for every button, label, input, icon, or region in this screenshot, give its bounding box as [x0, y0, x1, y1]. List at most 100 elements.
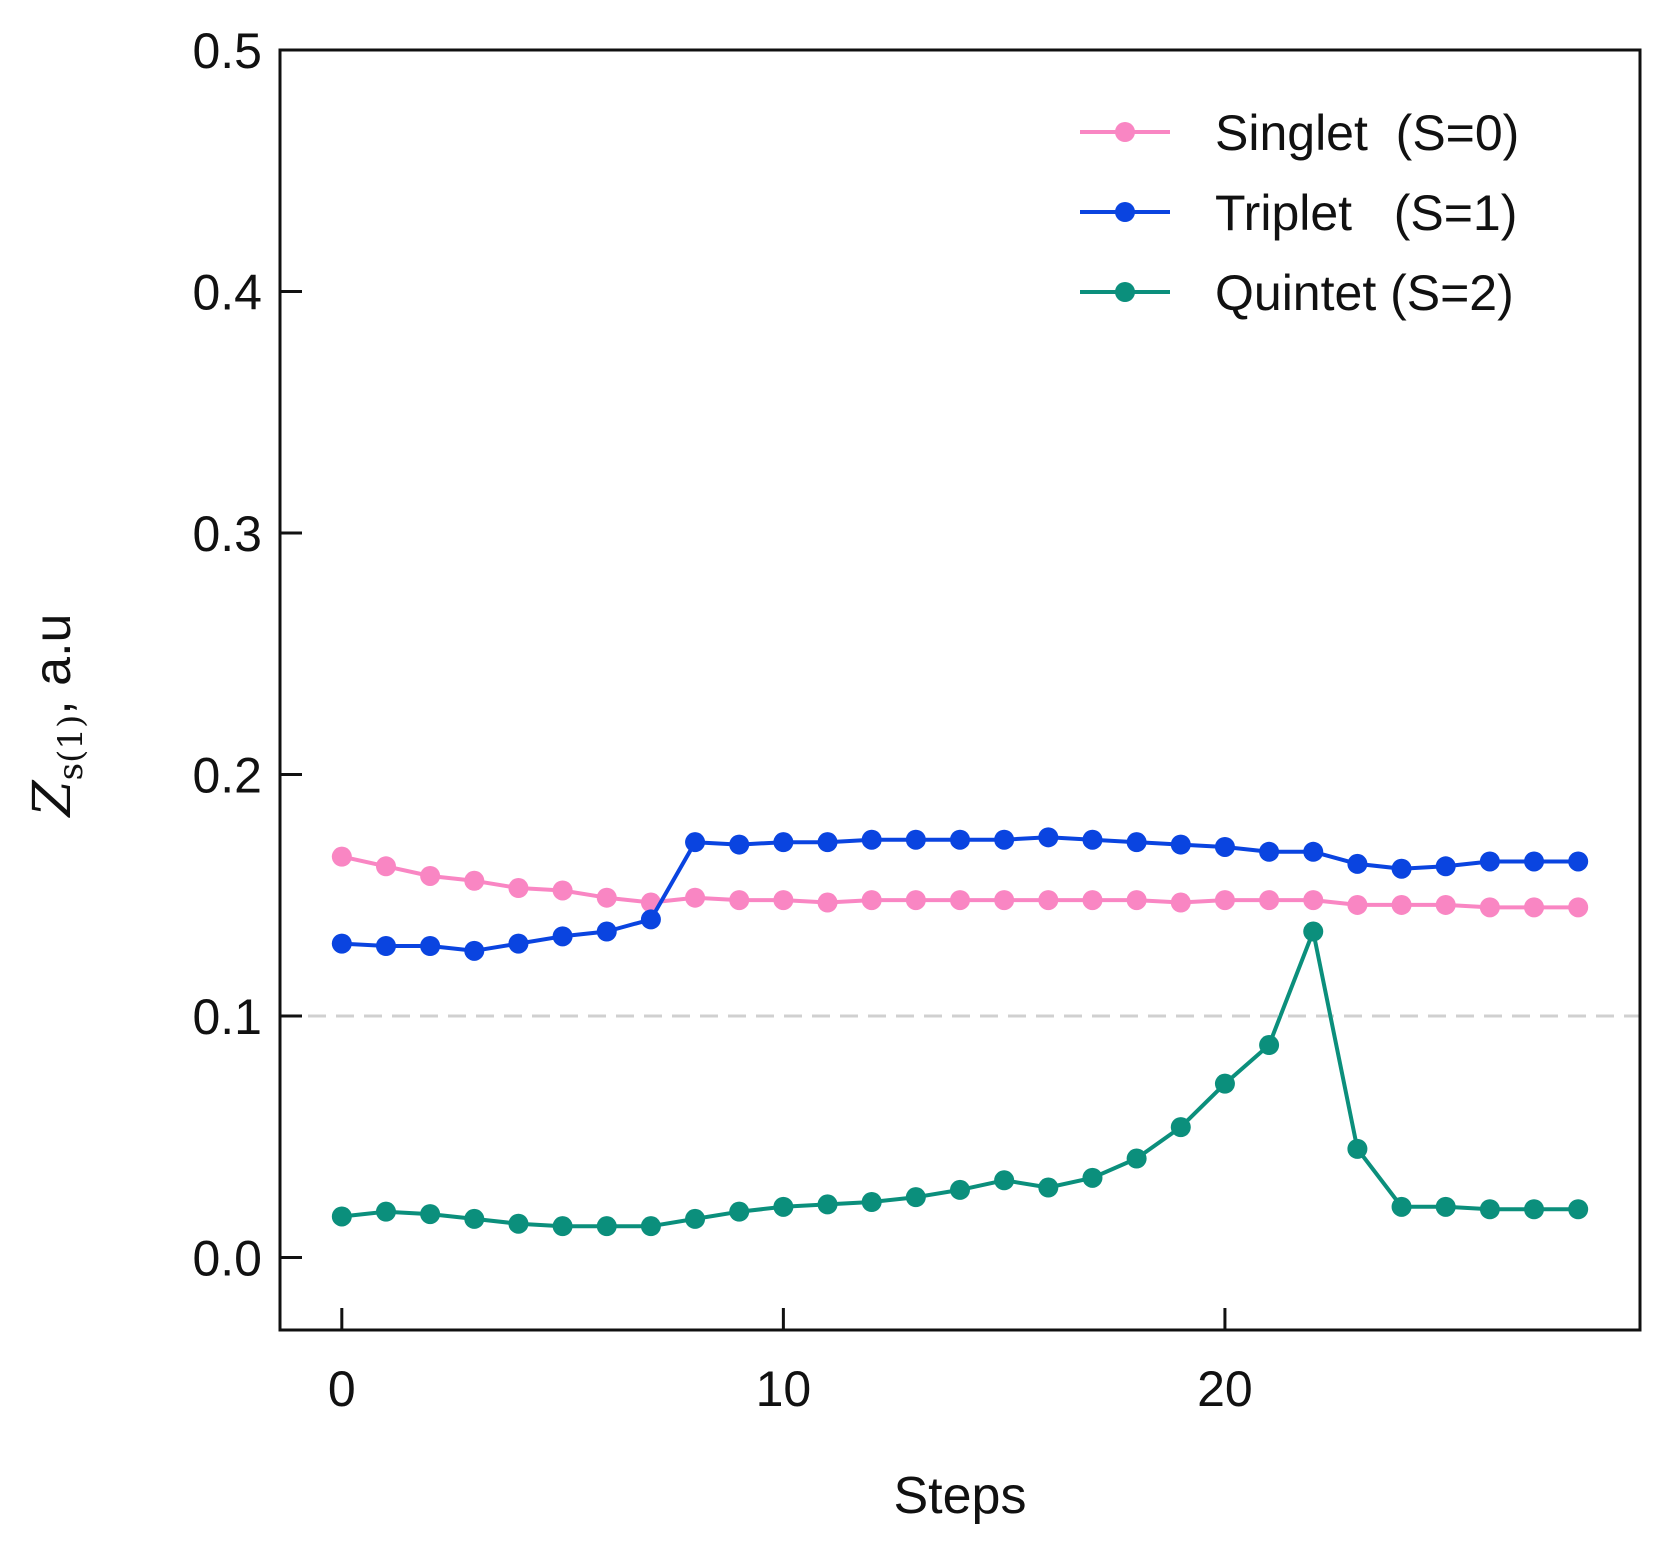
data-point: [420, 936, 441, 956]
data-point: [1038, 1177, 1059, 1198]
data-point: [817, 1194, 838, 1215]
data-point: [1259, 890, 1280, 911]
data-point: [1391, 858, 1412, 879]
data-point: [994, 890, 1015, 911]
data-point: [508, 878, 529, 899]
data-point: [1082, 829, 1103, 850]
y-tick-label: 0.5: [192, 23, 262, 79]
data-point: [1170, 834, 1191, 855]
data-point: [905, 890, 926, 911]
data-point: [685, 832, 706, 853]
data-point: [905, 1187, 926, 1208]
data-point: [1435, 1196, 1456, 1217]
y-tick-label: 0.1: [192, 989, 262, 1045]
data-point: [1303, 890, 1324, 911]
data-point: [1435, 856, 1456, 877]
series-layer: [331, 827, 1589, 1237]
data-point: [729, 1201, 750, 1222]
y-axis-subscript: s(1): [51, 715, 91, 781]
data-point: [464, 940, 485, 961]
data-point: [1347, 1138, 1368, 1159]
data-point: [1259, 1035, 1280, 1056]
data-point: [1214, 890, 1235, 911]
data-point: [773, 1196, 794, 1217]
data-point: [596, 1216, 617, 1237]
y-axis-suffix: , a.u: [24, 614, 82, 715]
data-point: [685, 1208, 706, 1229]
legend-item: Quintet (S=2): [1080, 265, 1514, 321]
legend-marker: [1115, 122, 1135, 142]
data-point: [729, 834, 750, 855]
data-point: [1568, 1199, 1589, 1220]
series-2: [331, 827, 1589, 961]
data-point: [375, 936, 396, 956]
data-point: [1303, 921, 1324, 942]
y-tick-label: 0.3: [192, 506, 262, 562]
data-point: [1435, 894, 1456, 915]
data-point: [773, 890, 794, 911]
data-point: [994, 829, 1015, 850]
data-point: [1568, 897, 1589, 918]
data-point: [464, 1208, 485, 1229]
data-point: [1347, 894, 1368, 915]
data-point: [1082, 1167, 1103, 1188]
data-point: [1524, 851, 1545, 872]
data-point: [552, 880, 573, 901]
data-point: [1170, 892, 1191, 913]
series-3: [331, 921, 1589, 1237]
data-point: [508, 1213, 529, 1234]
data-point: [508, 933, 529, 954]
data-point: [596, 921, 617, 942]
data-point: [1347, 853, 1368, 874]
x-tick-label: 10: [756, 1361, 812, 1417]
data-point: [375, 856, 396, 877]
data-point: [1214, 836, 1235, 857]
data-point: [1214, 1073, 1235, 1094]
data-point: [1082, 890, 1103, 911]
data-point: [375, 1201, 396, 1222]
legend-label: Quintet (S=2): [1215, 265, 1514, 321]
data-point: [729, 890, 750, 911]
data-point: [1126, 890, 1147, 911]
data-point: [1259, 841, 1280, 862]
data-point: [817, 832, 838, 853]
legend-item: Triplet (S=1): [1080, 185, 1517, 241]
legend-marker: [1115, 202, 1135, 222]
data-point: [817, 892, 838, 913]
x-axis-label: Steps: [894, 1467, 1027, 1525]
data-point: [1479, 851, 1500, 872]
legend-marker: [1115, 282, 1135, 302]
data-point: [331, 1206, 352, 1227]
data-point: [950, 829, 970, 850]
data-point: [1038, 827, 1059, 848]
y-axis-symbol: Z: [23, 779, 83, 818]
data-point: [596, 887, 617, 908]
data-point: [1568, 851, 1589, 872]
data-point: [1524, 897, 1545, 918]
data-point: [331, 933, 352, 954]
legend-label: Triplet (S=1): [1215, 185, 1517, 241]
data-point: [950, 890, 970, 911]
data-point: [861, 1192, 882, 1212]
series-1: [331, 846, 1589, 918]
plot-frame: [278, 48, 1642, 1332]
data-point: [994, 1170, 1015, 1191]
data-point: [773, 832, 794, 853]
data-point: [905, 829, 926, 850]
legend-label: Singlet (S=0): [1215, 105, 1519, 161]
y-tick-label: 0.2: [192, 748, 262, 804]
data-point: [685, 887, 706, 908]
data-point: [1038, 890, 1059, 911]
data-point: [950, 1179, 970, 1200]
y-axis-label: Zs(1), a.u: [23, 614, 91, 819]
data-point: [640, 1216, 661, 1237]
data-point: [1126, 832, 1147, 853]
x-tick-label: 0: [328, 1361, 356, 1417]
legend-item: Singlet (S=0): [1080, 105, 1519, 161]
data-point: [1303, 841, 1324, 862]
data-point: [1524, 1199, 1545, 1220]
data-point: [552, 926, 573, 947]
data-point: [420, 865, 441, 886]
y-tick-label: 0.0: [192, 1231, 262, 1287]
